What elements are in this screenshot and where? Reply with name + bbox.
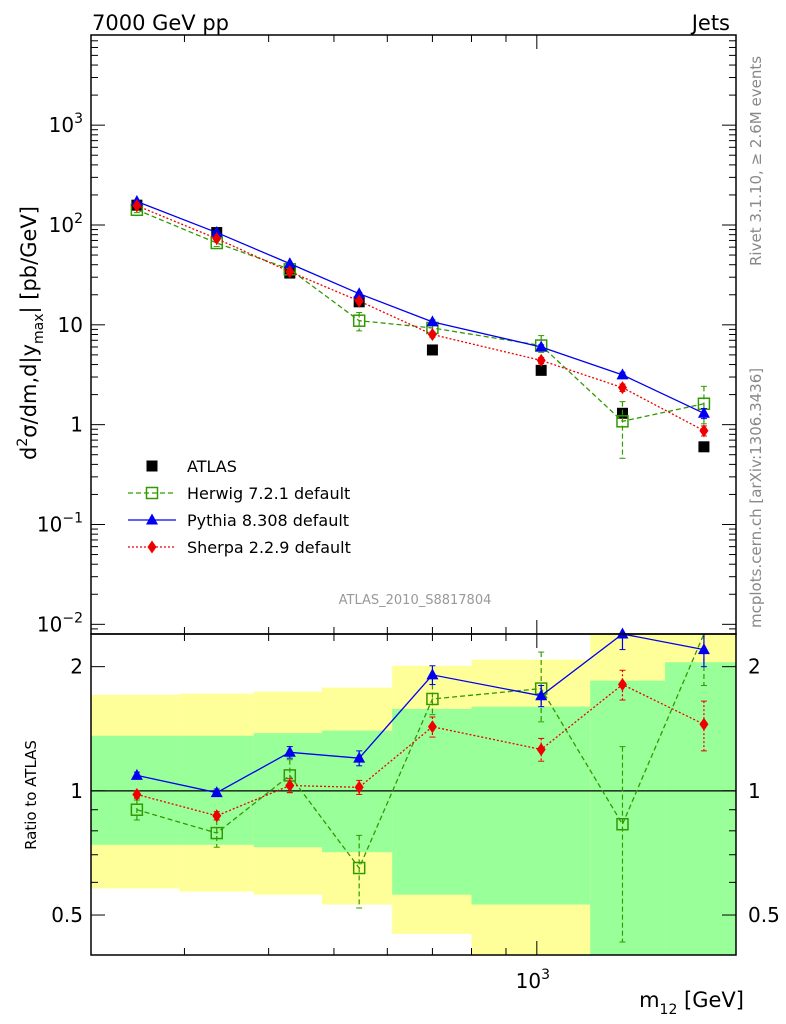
ratio-y-tick-label-left: 2 (70, 655, 83, 679)
legend-marker-atlas (146, 460, 158, 472)
legend-marker-sherpa (147, 540, 157, 554)
main-y-tick-label: 10 (58, 313, 83, 337)
sherpa-marker (354, 294, 364, 308)
pythia-marker (353, 751, 366, 763)
ratio-y-tick-label-left: 0.5 (51, 903, 83, 927)
herwig-line (136, 633, 705, 870)
sherpa-line (136, 205, 705, 432)
sherpa-marker (536, 353, 546, 367)
main-y-tick-label: 10−1 (37, 510, 83, 536)
ratio-panel: 0.5 0.5 1 1 2 2 103 (51, 627, 780, 993)
pythia-marker (130, 768, 143, 780)
sherpa-marker (132, 787, 142, 801)
sherpa-marker (536, 742, 546, 756)
pythia-marker (210, 226, 223, 238)
header-energy-label: 7000 GeV pp (92, 11, 229, 35)
sherpa-marker (617, 381, 627, 395)
herwig-marker (130, 803, 144, 816)
ratio-y-tick-label-right: 0.5 (748, 903, 780, 927)
atlas-marker (426, 344, 438, 356)
herwig-marker (210, 826, 223, 840)
herwig-line (136, 209, 705, 423)
legend-label-herwig: Herwig 7.2.1 default (187, 484, 350, 503)
legend-marker-pythia (146, 513, 158, 525)
rivet-version-label: Rivet 3.1.10, ≥ 2.6M events (747, 56, 765, 266)
pythia-marker (353, 287, 366, 299)
pythia-marker (283, 257, 296, 269)
main-frame (90, 34, 737, 635)
header-jets-label: Jets (690, 11, 730, 35)
legend: ATLAS Herwig 7.2.1 default Pythia 8.308 de… (128, 457, 351, 557)
atlas-marker (698, 441, 710, 453)
uncertainty-band-inner (590, 680, 666, 955)
sherpa-marker (354, 780, 364, 794)
sherpa-marker (132, 199, 142, 213)
herwig-marker (616, 415, 629, 428)
pythia-line (136, 633, 705, 794)
herwig-marker (352, 861, 366, 875)
main-y-tick-label: 1 (70, 413, 83, 437)
main-panel: 10−2 10−1 1 10 102 103 ATLAS Herwig 7.2.1 defau… (37, 34, 737, 636)
main-y-tick-label: 102 (49, 211, 83, 237)
pythia-line (136, 200, 705, 414)
ratio-y-axis-label: Ratio to ATLAS (22, 740, 40, 850)
herwig-marker (352, 314, 366, 327)
sherpa-marker (285, 779, 295, 793)
pythia-marker (535, 689, 548, 701)
pythia-marker (616, 368, 629, 380)
legend-label-pythia: Pythia 8.308 default (187, 511, 349, 530)
ratio-y-tick-label-left: 1 (70, 779, 83, 803)
sherpa-marker (285, 265, 295, 279)
sherpa-marker (212, 809, 222, 823)
sherpa-marker (212, 232, 222, 246)
pythia-marker (697, 643, 710, 655)
herwig-marker (616, 817, 629, 831)
legend-label-sherpa: Sherpa 2.2.9 default (187, 538, 351, 557)
herwig-marker (426, 692, 439, 706)
sherpa-marker (427, 328, 437, 341)
sherpa-marker (699, 424, 709, 438)
x-axis-label: m12 [GeV] (639, 988, 744, 1018)
analysis-watermark: ATLAS_2010_S8817804 (339, 593, 492, 608)
pythia-marker (535, 340, 548, 352)
atlas-marker (535, 364, 547, 376)
main-y-tick-label: 10−2 (37, 610, 83, 636)
mcplots-reference-label: mcplots.cern.ch [arXiv:1306.3436] (747, 368, 765, 628)
x-tick-label: 103 (516, 967, 550, 993)
sherpa-marker (617, 678, 627, 692)
pythia-marker (426, 315, 439, 327)
ratio-y-tick-label-right: 1 (748, 779, 761, 803)
pythia-marker (283, 745, 296, 757)
uncertainty-band-inner (392, 708, 472, 895)
main-y-axis-label: d2σ/dm,d|ymax| [pb/GeV] (15, 206, 47, 460)
main-y-tick-label: 103 (49, 111, 83, 137)
uncertainty-band-inner (471, 706, 591, 905)
legend-label-atlas: ATLAS (187, 457, 237, 476)
sherpa-marker (699, 717, 709, 731)
pythia-marker (426, 668, 439, 680)
pythia-marker (616, 627, 629, 639)
sherpa-marker (427, 720, 437, 734)
uncertainty-band-inner (665, 662, 736, 955)
legend-marker-herwig (145, 486, 159, 500)
pythia-marker (210, 786, 223, 798)
ratio-y-tick-label-right: 2 (748, 655, 761, 679)
pythia-marker (697, 406, 710, 418)
